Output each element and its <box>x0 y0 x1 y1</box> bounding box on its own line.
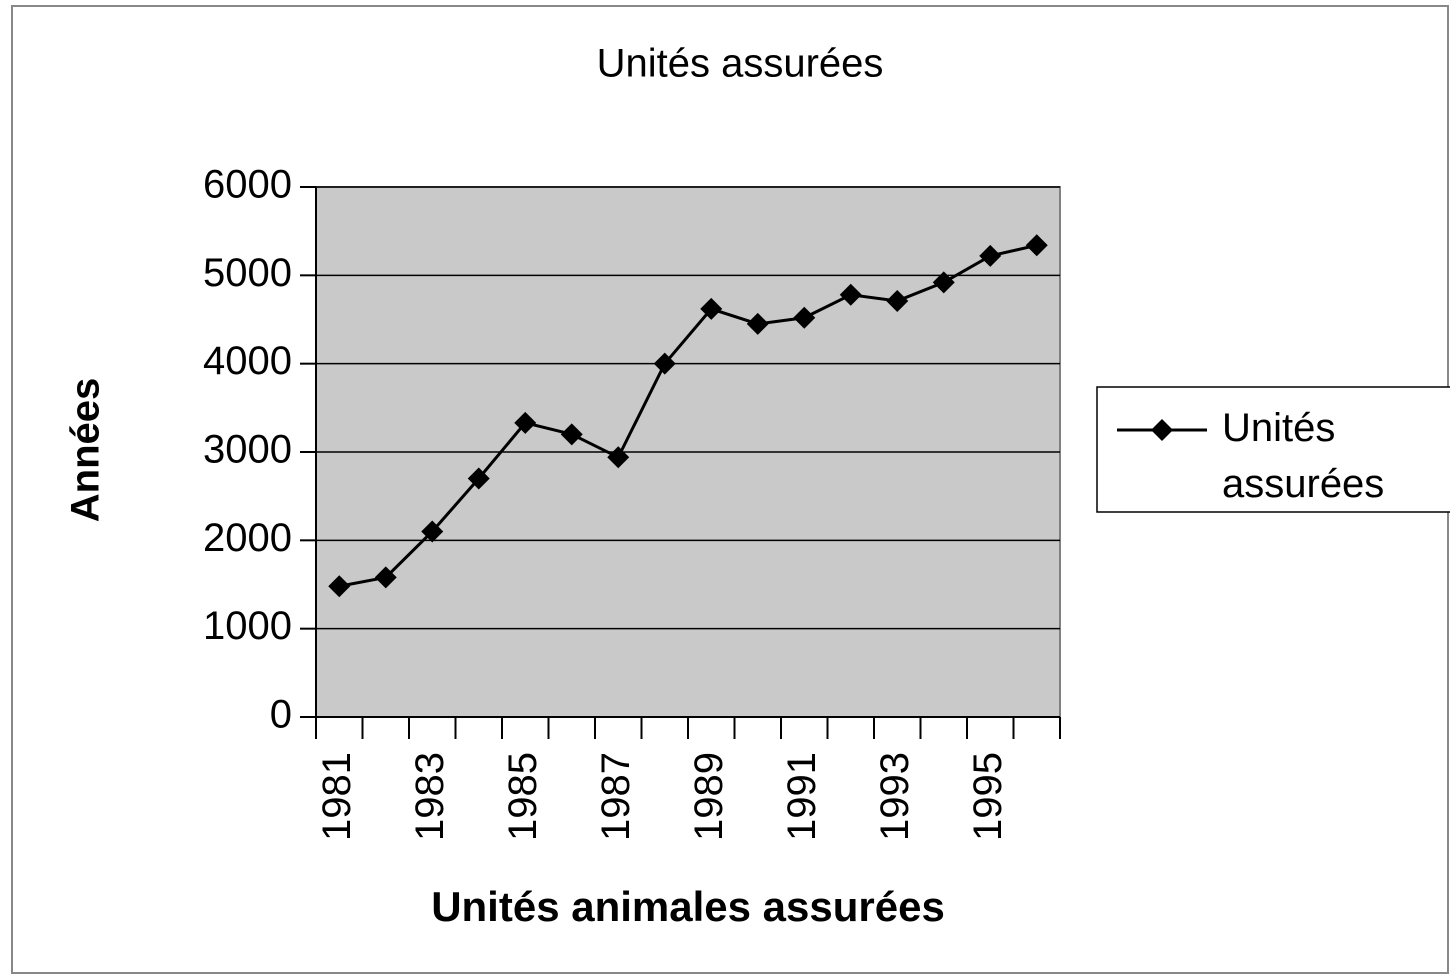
data-point <box>374 566 397 589</box>
y-tick-label: 1000 <box>203 604 292 648</box>
y-tick-label: 5000 <box>203 251 292 295</box>
chart-title: Unités assurées <box>597 42 884 86</box>
data-point <box>839 283 862 306</box>
data-point <box>932 271 955 294</box>
y-tick-label: 6000 <box>203 163 292 207</box>
data-point <box>467 467 490 490</box>
x-tick-label: 1991 <box>780 752 824 841</box>
data-point <box>421 520 444 543</box>
data-point <box>653 352 676 375</box>
data-point <box>700 297 723 320</box>
data-point <box>793 306 816 329</box>
x-tick-label: 1987 <box>594 752 638 841</box>
legend-label: Unités assurées <box>1222 406 1385 506</box>
y-tick-label: 3000 <box>203 428 292 472</box>
x-tick-label: 1989 <box>687 752 731 841</box>
data-point <box>746 312 769 335</box>
data-line <box>338 243 1038 588</box>
y-axis-label: Années <box>64 378 108 523</box>
data-point <box>514 411 537 434</box>
y-tick-label: 0 <box>270 693 292 737</box>
legend-box <box>1096 386 1450 513</box>
x-tick-label: 1983 <box>408 752 452 841</box>
x-tick-label: 1993 <box>873 752 917 841</box>
x-tick-label: 1985 <box>501 752 545 841</box>
data-point <box>886 289 909 312</box>
x-axis-label: Unités animales assurées <box>431 883 945 930</box>
data-point <box>560 423 583 446</box>
data-point <box>328 575 351 598</box>
x-tick-label: 1981 <box>315 752 359 841</box>
data-point <box>1025 234 1048 257</box>
data-point <box>607 446 630 469</box>
y-tick-label: 2000 <box>203 516 292 560</box>
y-tick-label: 4000 <box>203 339 292 383</box>
data-point <box>979 244 1002 267</box>
legend-swatch-marker <box>1151 419 1173 441</box>
x-tick-label: 1995 <box>966 752 1010 841</box>
